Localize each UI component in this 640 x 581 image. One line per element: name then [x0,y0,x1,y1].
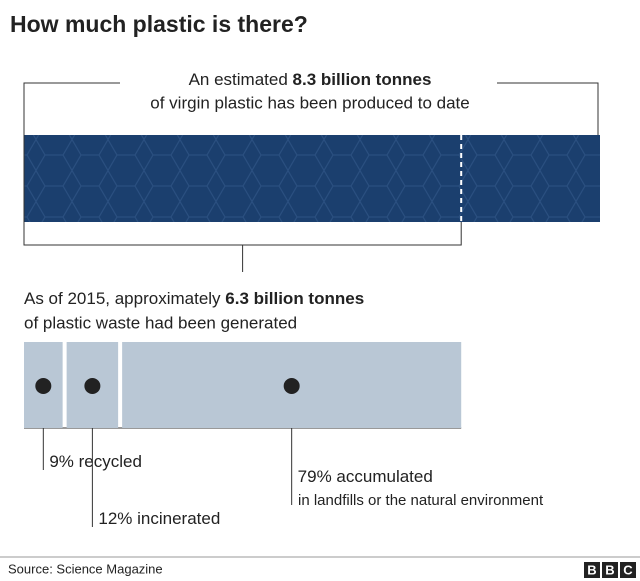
fate-value: 9% [49,452,74,471]
title: How much plastic is there? [10,11,308,37]
waste-value: 6.3 billion tonnes [225,289,364,308]
produced-prefix: An estimated [189,70,288,89]
logo-letter: C [623,562,633,577]
fate-icon [35,378,52,394]
fate-label: 9% recycled [49,452,142,471]
fate-category: accumulated [336,467,432,486]
produced-line: An estimated 8.3 billion tonnes [189,70,432,89]
fate-label: 12% incinerated [98,509,220,528]
fate-category: incinerated [137,509,220,528]
logo-box [620,562,636,578]
logo-letter: B [605,562,614,577]
waste-line: As of 2015, approximately 6.3 billion to… [24,289,364,308]
fate-label: 79% accumulated [298,467,433,486]
fate-icon [283,378,300,394]
logo-letter: B [587,562,596,577]
bracket [23,82,599,245]
fate-category: recycled [79,452,142,471]
waste-suffix: of plastic waste had been generated [24,313,297,332]
accumulated-note: in landfills or the natural environment [298,492,544,509]
fate-value: 12% [98,509,132,528]
produced-value: 8.3 billion tonnes [293,70,432,89]
logo-box [602,562,618,578]
waste-prefix: As of 2015, approximately [24,289,221,308]
hex-pattern [24,135,600,222]
waste-bracket [23,222,462,246]
produced-suffix: of virgin plastic has been produced to d… [150,93,469,112]
fate-icon [84,378,101,394]
source: Source: Science Magazine [8,561,163,576]
fate-value: 79% [298,467,332,486]
logo-box [584,562,600,578]
